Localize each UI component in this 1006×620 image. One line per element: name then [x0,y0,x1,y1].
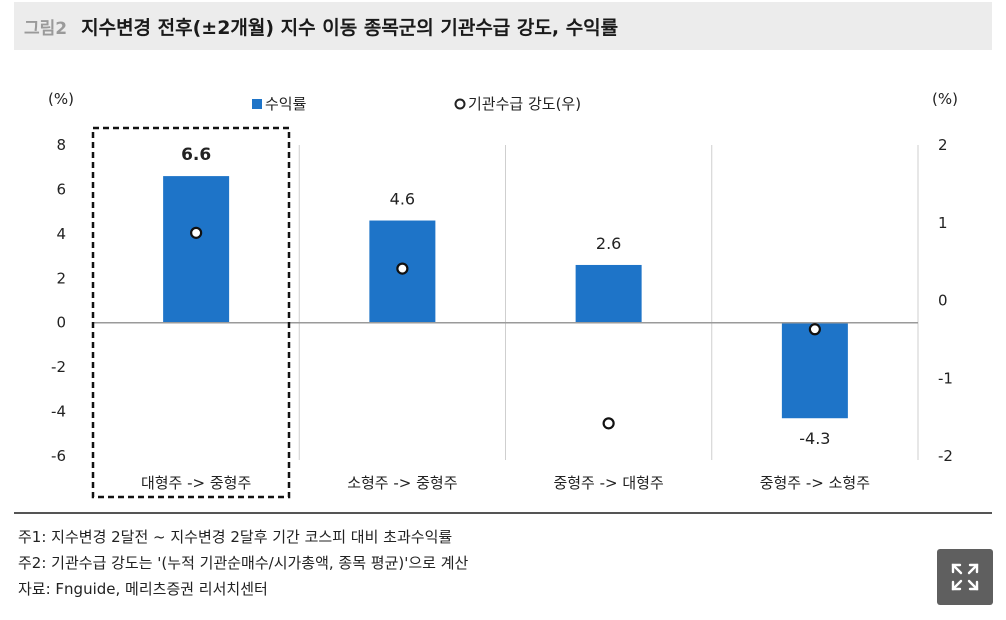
y-right-unit: (%) [932,90,958,108]
bar-data-label: 4.6 [390,190,415,209]
y-right-tick-label: 2 [938,136,948,154]
y-left-tick-label: -4 [51,403,66,421]
bar [781,322,848,419]
highlight-box [91,126,291,499]
source-note: 자료: Fnguide, 메리츠증권 리서치센터 [18,580,268,598]
figure-number: 그림2 [24,18,68,39]
bar [163,176,230,323]
legend-label-dot: 기관수급 강도(우) [468,95,581,113]
y-right-tick-label: 1 [938,214,948,232]
category-label: 소형주 -> 중형주 [347,474,457,492]
note-1: 주1: 지수변경 2달전 ~ 지수변경 2달후 기간 코스피 대비 초과수익률 [18,528,453,546]
category-label: 대형주 -> 중형주 [141,474,251,492]
bar-data-label: -4.3 [799,429,830,448]
category-label: 중형주 -> 대형주 [553,474,663,492]
scatter-point [808,323,821,336]
y-left-unit: (%) [48,90,74,108]
note-2: 주2: 기관수급 강도는 '(누적 기관순매수/시가총액, 종목 평균)'으로 … [18,554,469,572]
y-right-tick-label: -1 [938,369,953,387]
y-left-tick-label: 0 [56,314,66,332]
y-left-tick-label: 6 [56,180,66,198]
y-left-tick-label: 4 [56,225,66,243]
scatter-point [190,226,203,239]
bar-scatter-chart: 8 6 4 2 0 -2 -4 -6 2 1 0 -1 -2 (%) (%) 수익률 기관수급 강도(우) 6.6… [48,90,958,499]
scatter-point [396,262,409,275]
y-right-tick-label: -2 [938,447,953,465]
y-left-tick-label: -2 [51,358,66,376]
category-label: 중형주 -> 소형주 [760,474,870,492]
expand-icon [951,563,979,591]
legend-marker-dot [454,98,466,110]
bar-data-label: 2.6 [596,234,621,253]
y-right-tick-label: 0 [938,292,948,310]
notes: 주1: 지수변경 2달전 ~ 지수변경 2달후 기간 코스피 대비 초과수익률 … [14,512,992,602]
y-left-tick-label: 8 [56,136,66,154]
scatter-point [602,417,615,430]
y-left-tick-label: -6 [51,447,66,465]
expand-button[interactable] [937,549,993,605]
bar-data-label: 6.6 [181,145,211,165]
bar [575,264,642,323]
y-left-tick-label: 2 [56,269,66,287]
figure-title: 지수변경 전후(±2개월) 지수 이동 종목군의 기관수급 강도, 수익률 [81,16,619,39]
legend-swatch-bar [252,99,262,109]
legend-label-bar: 수익률 [265,95,307,113]
figure-header: 그림2 지수변경 전후(±2개월) 지수 이동 종목군의 기관수급 강도, 수익… [14,2,992,50]
